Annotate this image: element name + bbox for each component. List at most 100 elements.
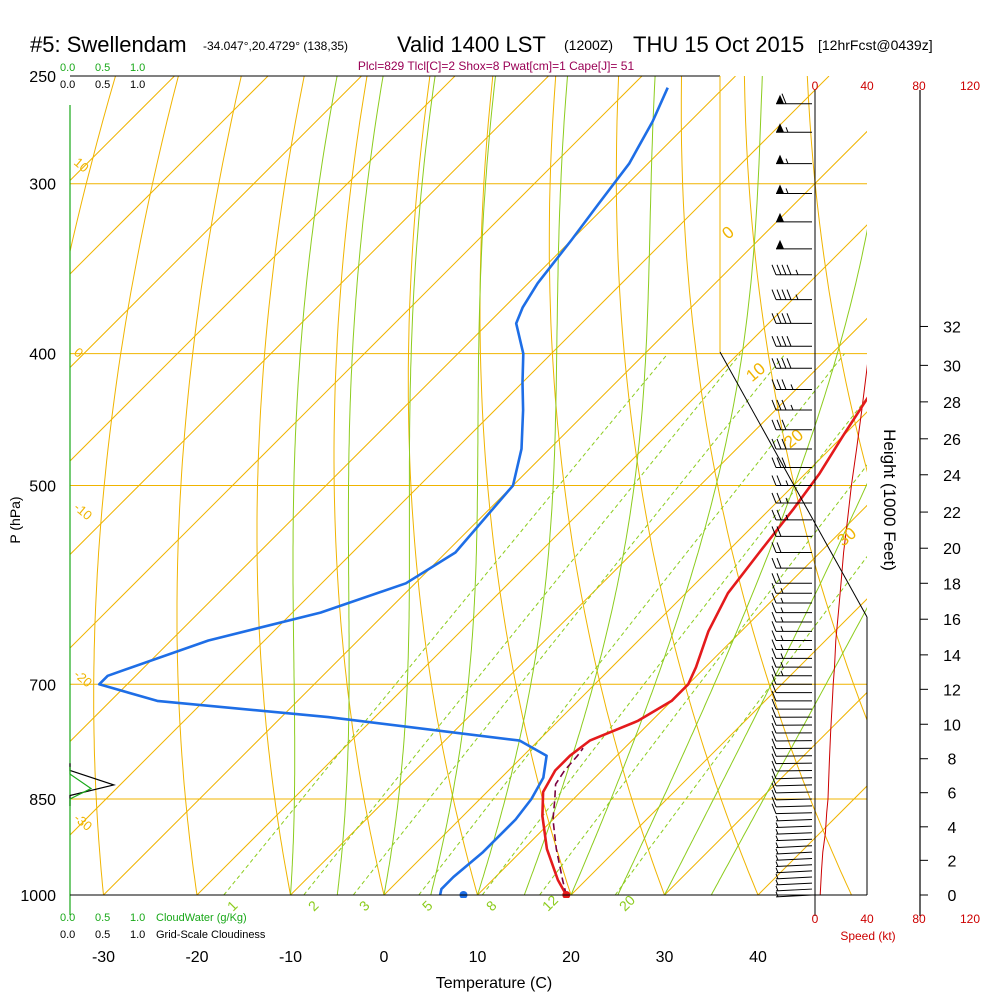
barb-staff [775, 864, 813, 868]
wind-barb [775, 885, 813, 892]
x-tick-label: -10 [279, 949, 302, 966]
barb-half [780, 661, 784, 668]
barb-staff [775, 876, 813, 880]
wind-barb [771, 782, 813, 794]
barb-flag [776, 336, 782, 347]
barb-flag [771, 738, 777, 749]
barb-flag [771, 264, 777, 275]
height-tick-label: 28 [943, 395, 961, 412]
isotherm--40 [70, 76, 830, 836]
pressure-tick-label: 1000 [20, 888, 56, 905]
barb-flag [776, 492, 782, 504]
wind-barb [771, 674, 812, 685]
wind-barb [771, 753, 813, 765]
barb-half [775, 815, 779, 822]
cloud-scale-bottom-black-0: 0.0 [60, 929, 75, 941]
wind-barb [771, 707, 813, 718]
barb-half [795, 269, 799, 275]
barb-flag [771, 457, 777, 468]
barb-half [775, 873, 779, 880]
wind-barb [775, 835, 813, 842]
wind-speed-line [819, 363, 867, 896]
barb-staff [775, 798, 813, 801]
wind-barb [775, 815, 813, 822]
barb-half [775, 828, 779, 835]
valid-time: Valid 1400 LST [397, 32, 546, 57]
wind-barb [771, 760, 813, 772]
moist-adiabat-label: 0 [718, 222, 737, 243]
wind-barb [776, 212, 812, 223]
wind-barb [771, 399, 812, 411]
height-tick-label: 2 [948, 853, 957, 870]
dry-adiabat-label: -10 [71, 499, 95, 523]
wind-barb [775, 822, 813, 829]
dry-adiabat-90 [933, 76, 1000, 895]
wind-barb [771, 722, 813, 734]
barb-staff [775, 838, 813, 842]
barb-flag [771, 789, 777, 801]
barb-half [775, 835, 779, 841]
x-tick-label: 20 [562, 949, 580, 966]
wind-barb [771, 630, 812, 642]
wind-barb [771, 639, 812, 651]
dry-adiabat-70 [806, 76, 867, 473]
mixing-ratio-5 [418, 353, 845, 896]
wind-barb [771, 313, 812, 324]
valid-date: THU 15 Oct 2015 [633, 32, 804, 57]
barb-staff [775, 857, 813, 861]
barb-flag [776, 557, 782, 569]
mixing-ratio-20 [614, 555, 867, 896]
barb-half [780, 653, 784, 659]
height-tick-label: 32 [943, 319, 961, 336]
barb-flag [771, 768, 777, 779]
barb-flag [781, 419, 787, 430]
barb-flag [776, 542, 782, 553]
isotherm-30 [664, 691, 867, 896]
barb-flag [771, 782, 777, 794]
barb-flag [771, 630, 777, 641]
wind-barb [775, 891, 813, 898]
wind-barb [771, 738, 813, 750]
wind-barb [776, 239, 812, 250]
speed-scale-bottom: 40 [860, 912, 874, 926]
moist-adiabat--10 [290, 76, 338, 896]
wind-barb [771, 557, 812, 569]
height-tick-label: 30 [943, 358, 961, 375]
barb-flag [781, 399, 787, 411]
sounding-profiles [97, 87, 867, 898]
barb-flag [781, 289, 787, 300]
moist-adiabat-20 [570, 76, 763, 896]
barb-half [775, 867, 779, 873]
dry-adiabat-50 [680, 76, 852, 896]
barb-staff [775, 791, 813, 794]
barb-pennant [776, 239, 784, 249]
cloud-scale-bottom-black-2: 1.0 [130, 929, 145, 941]
dry-adiabat-100 [996, 76, 1000, 895]
barb-flag [771, 289, 777, 300]
wind-barb [775, 828, 813, 835]
height-tick-label: 8 [948, 752, 957, 769]
barb-flag [771, 648, 777, 659]
barb-flag [771, 419, 777, 430]
forecast-label: [12hrFcst@0439z] [818, 37, 933, 53]
x-tick-label: 10 [469, 949, 487, 966]
wind-barb [771, 592, 812, 604]
mixing-ratio-label-2: 2 [305, 897, 322, 914]
moist-adiabat-5 [430, 76, 496, 896]
wind-barb [775, 867, 813, 874]
barb-flag [771, 583, 777, 594]
barb-flag [771, 803, 777, 814]
barb-staff [775, 777, 813, 780]
barb-staff [775, 812, 813, 815]
height-tick-label: 0 [948, 888, 957, 905]
barb-staff [775, 870, 813, 874]
barb-flag [771, 753, 777, 764]
height-tick-label: 6 [948, 786, 957, 803]
wind-barb [771, 796, 813, 808]
pressure-tick-label: 850 [29, 792, 56, 809]
wind-barb [771, 648, 812, 659]
wind-barb [775, 855, 813, 861]
x-tick-label: -20 [185, 949, 208, 966]
wind-barb [775, 873, 813, 880]
